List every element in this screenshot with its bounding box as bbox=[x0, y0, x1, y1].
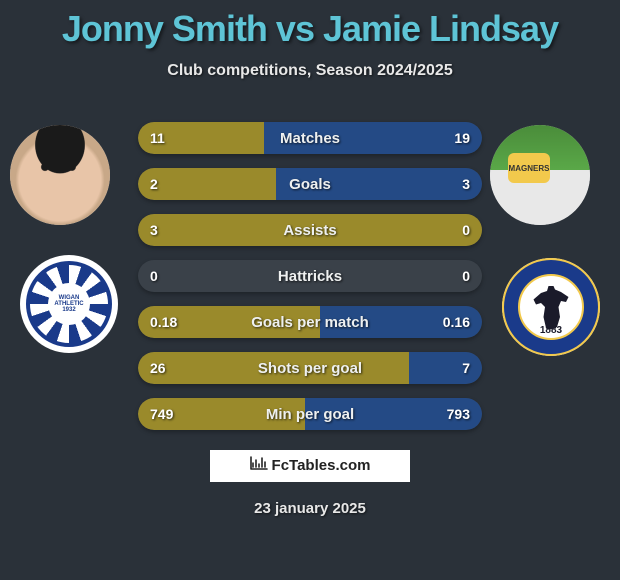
stat-label: Goals bbox=[138, 176, 482, 193]
stat-label: Goals per match bbox=[138, 314, 482, 331]
stat-row: 749793Min per goal bbox=[138, 398, 482, 430]
face-icon bbox=[10, 125, 110, 225]
club-right-year: 1883 bbox=[502, 325, 600, 336]
club-left-badge: WIGAN ATHLETIC 1932 bbox=[20, 255, 118, 353]
stat-label: Assists bbox=[138, 222, 482, 239]
stat-label: Min per goal bbox=[138, 406, 482, 423]
footer-brand-text: FcTables.com bbox=[272, 457, 371, 474]
page-title: Jonny Smith vs Jamie Lindsay bbox=[0, 0, 620, 50]
stat-label: Shots per goal bbox=[138, 360, 482, 377]
club-left-center: WIGAN ATHLETIC 1932 bbox=[48, 283, 90, 325]
club-left-year: 1932 bbox=[62, 307, 75, 313]
stat-row: 30Assists bbox=[138, 214, 482, 246]
stat-row: 1119Matches bbox=[138, 122, 482, 154]
stat-label: Hattricks bbox=[138, 268, 482, 285]
club-left-label: WIGAN ATHLETIC bbox=[48, 295, 90, 307]
stat-label: Matches bbox=[138, 130, 482, 147]
footer-brand[interactable]: FcTables.com bbox=[210, 450, 410, 482]
club-right-badge: 1883 bbox=[502, 258, 600, 356]
stat-row: 00Hattricks bbox=[138, 260, 482, 292]
date-text: 23 january 2025 bbox=[0, 500, 620, 517]
subtitle: Club competitions, Season 2024/2025 bbox=[0, 62, 620, 80]
player-left-avatar bbox=[10, 125, 110, 225]
stat-row: 23Goals bbox=[138, 168, 482, 200]
stat-row: 267Shots per goal bbox=[138, 352, 482, 384]
stat-row: 0.180.16Goals per match bbox=[138, 306, 482, 338]
chart-icon bbox=[250, 450, 268, 482]
sponsor-badge: MAGNERS bbox=[508, 153, 550, 183]
player-right-avatar: MAGNERS bbox=[490, 125, 590, 225]
stat-bars-container: 1119Matches 23Goals 30Assists 00Hattricks 0.… bbox=[138, 122, 482, 444]
